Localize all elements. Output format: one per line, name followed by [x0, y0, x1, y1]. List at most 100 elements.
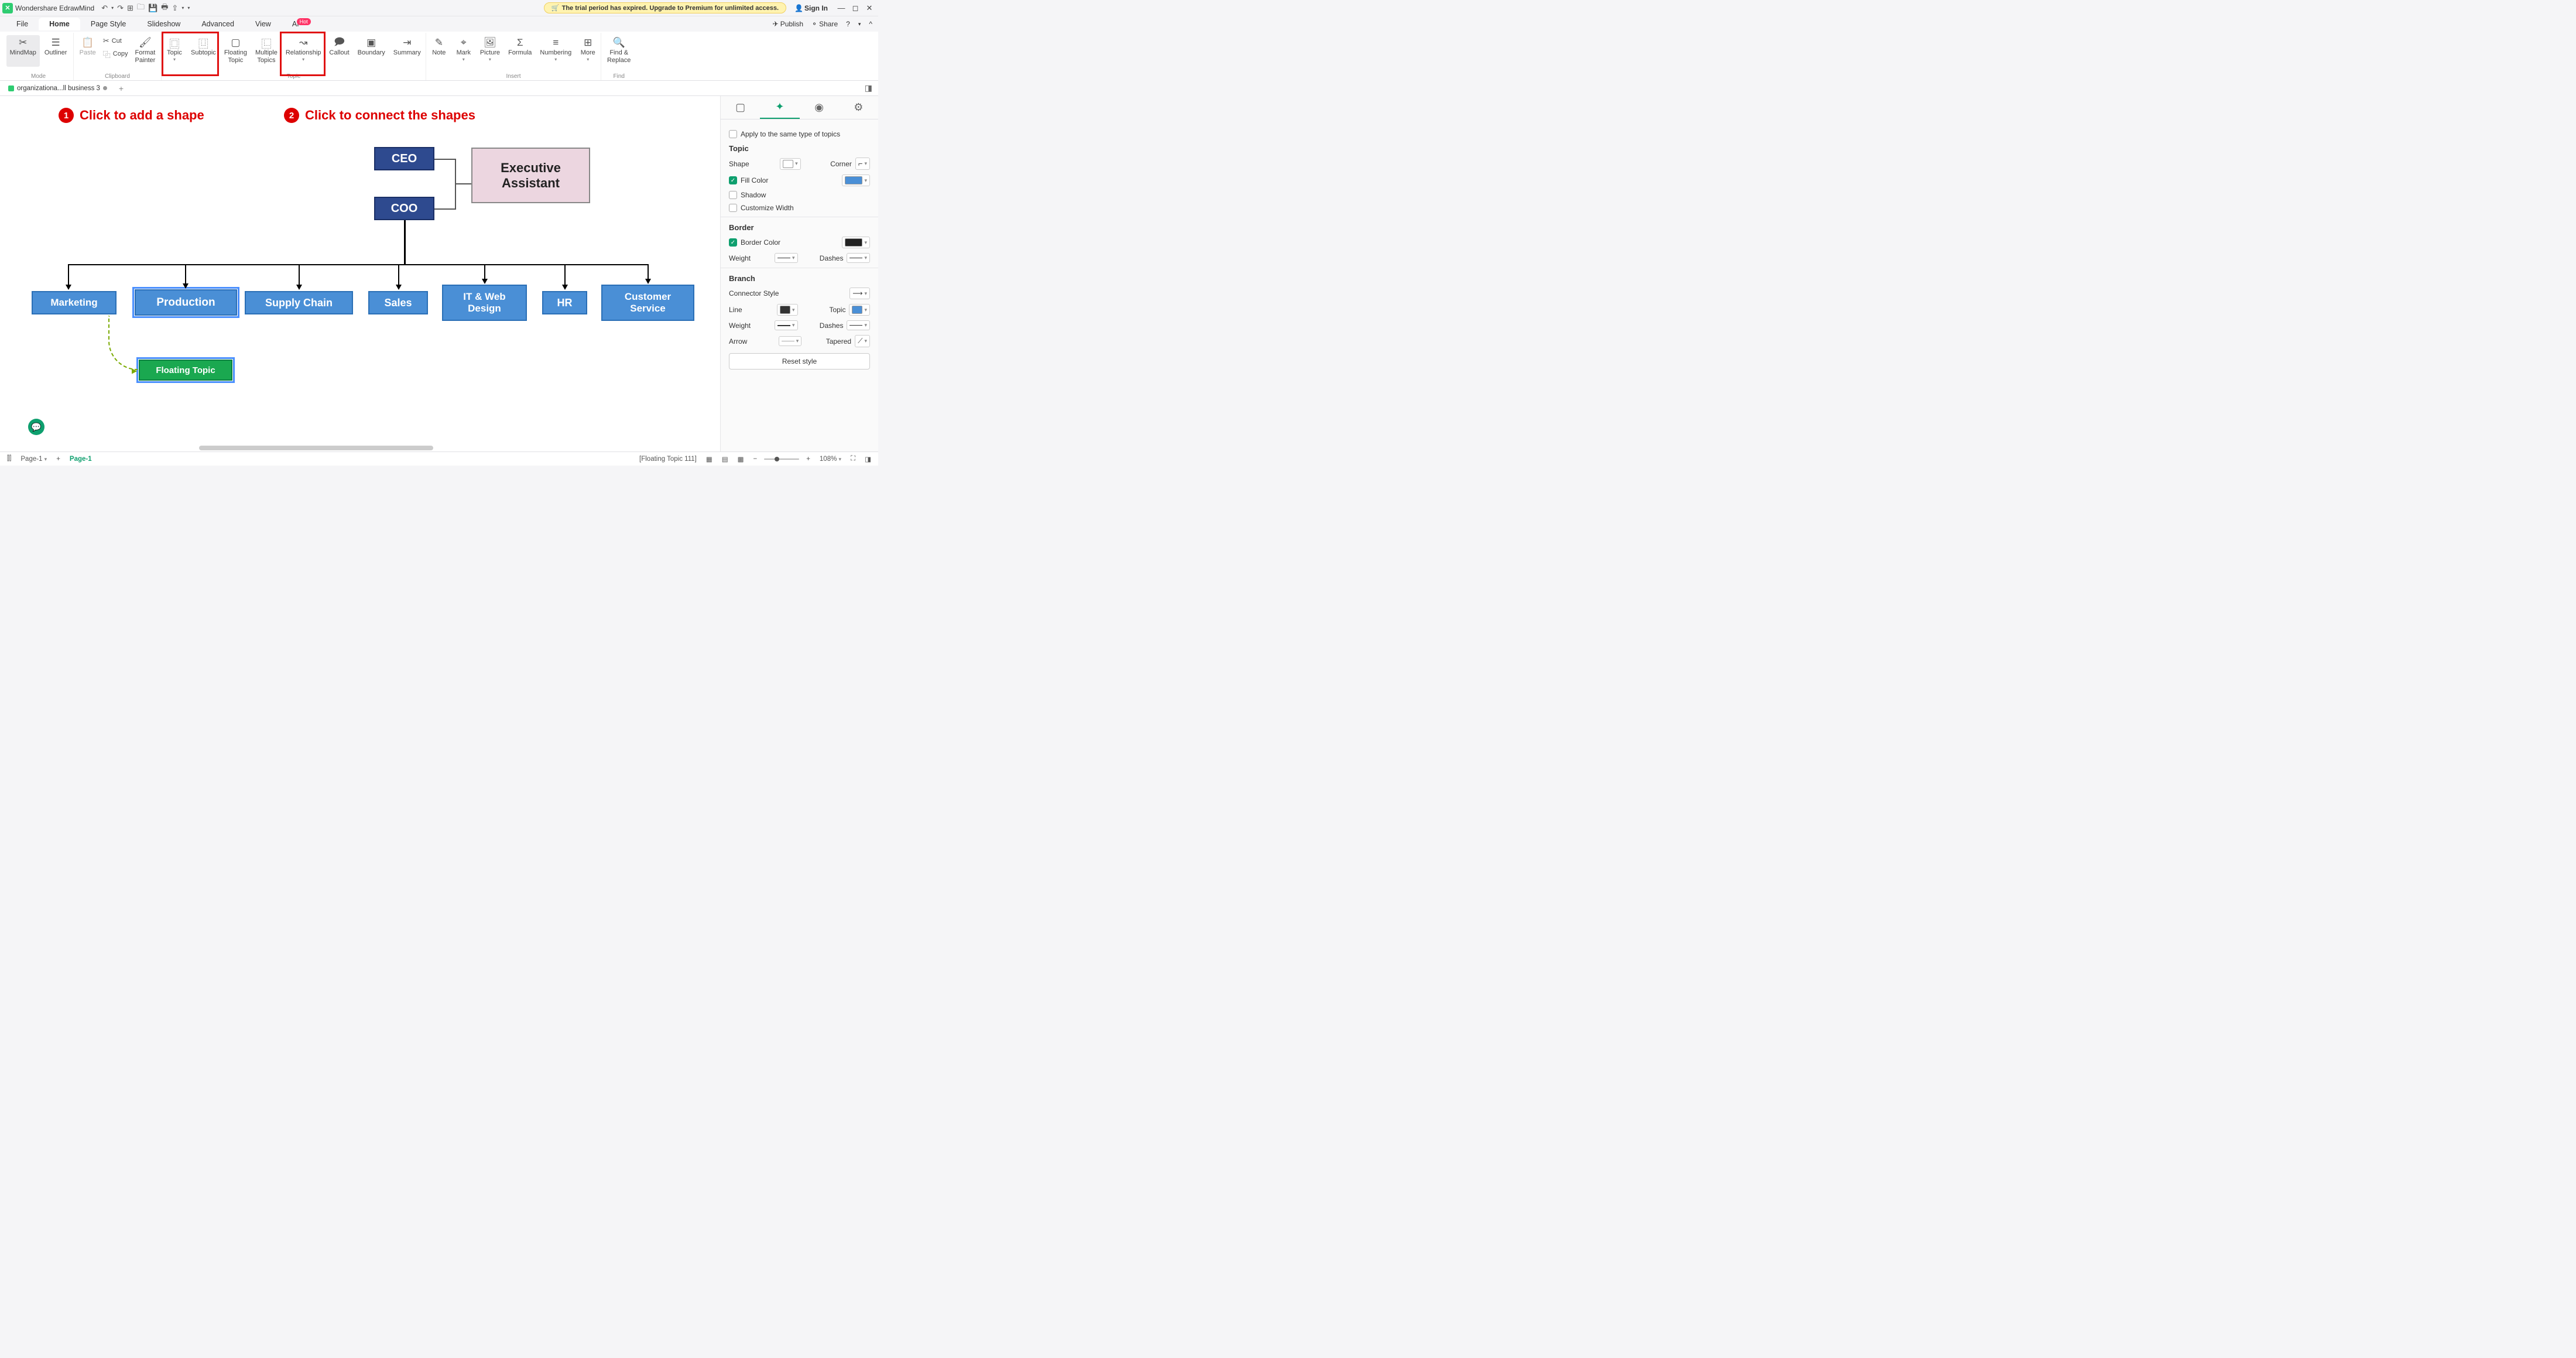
close-icon[interactable]: ✕ — [865, 4, 873, 13]
menu-home[interactable]: Home — [39, 18, 80, 30]
shadow-checkbox[interactable] — [729, 191, 737, 199]
corner-selector[interactable]: ⌐▾ — [855, 158, 870, 170]
add-tab-button[interactable]: + — [115, 84, 127, 93]
zoom-knob[interactable] — [775, 457, 779, 461]
print-icon[interactable]: 🖶 — [161, 2, 168, 15]
branch-topic-selector[interactable]: ▾ — [849, 304, 870, 316]
line-selector[interactable]: ▾ — [777, 304, 798, 316]
view-mode-2-icon[interactable]: ▤ — [720, 455, 731, 463]
undo-dropdown-icon[interactable]: ▾ — [111, 5, 114, 11]
border-dashes-selector[interactable]: ▾ — [847, 253, 870, 263]
help-fab-button[interactable]: 💬 — [28, 419, 44, 435]
rp-tab-settings[interactable]: ⚙ — [839, 96, 878, 119]
node-ceo[interactable]: CEO — [374, 147, 434, 170]
trial-banner[interactable]: 🛒 The trial period has expired. Upgrade … — [544, 2, 786, 13]
menu-advanced[interactable]: Advanced — [191, 18, 245, 30]
menu-slideshow[interactable]: Slideshow — [136, 18, 191, 30]
panel-right-icon[interactable]: ◨ — [862, 455, 873, 463]
maximize-icon[interactable]: ◻ — [851, 4, 859, 13]
node-production[interactable]: Production — [135, 289, 237, 316]
node-floating-topic[interactable]: Floating Topic — [139, 360, 232, 381]
node-hr[interactable]: HR — [542, 291, 587, 314]
copy-button[interactable]: ⿻Copy — [101, 47, 131, 61]
branch-dashes-selector[interactable]: ▾ — [847, 320, 870, 330]
topic-dropdown-icon[interactable]: ▾ — [173, 57, 176, 62]
node-it-web[interactable]: IT & Web Design — [442, 285, 527, 321]
mindmap-button[interactable]: ✂MindMap — [6, 35, 40, 67]
rp-tab-tag[interactable]: ◉ — [800, 96, 839, 119]
mark-button[interactable]: ⌖Mark▾ — [452, 35, 475, 67]
node-customer-service[interactable]: Customer Service — [601, 285, 694, 321]
zoom-in-button[interactable]: + — [804, 456, 813, 463]
branch-weight-selector[interactable]: ▾ — [775, 320, 798, 330]
find-replace-button[interactable]: 🔍Find & Replace — [604, 35, 634, 67]
undo-icon[interactable]: ↶ — [101, 4, 108, 13]
apply-same-checkbox[interactable] — [729, 130, 737, 138]
horizontal-scrollbar[interactable] — [199, 446, 433, 450]
page-dropdown[interactable]: Page-1 ▾ — [18, 456, 49, 463]
more-dropdown-icon[interactable]: ▾ — [587, 57, 589, 62]
save-icon[interactable]: 💾 — [148, 4, 157, 13]
export-dropdown-icon[interactable]: ▾ — [181, 5, 184, 11]
fit-screen-icon[interactable]: ⛶ — [848, 455, 858, 463]
new-icon[interactable]: ⊞ — [127, 4, 133, 13]
outliner-button[interactable]: ☰Outliner — [41, 35, 71, 67]
format-painter-button[interactable]: 🖌Format Painter — [131, 35, 159, 67]
menu-ai[interactable]: AIHot — [282, 18, 321, 30]
publish-button[interactable]: ✈ Publish — [773, 20, 803, 28]
numbering-button[interactable]: ≡Numbering▾ — [536, 35, 575, 67]
node-exec-asst[interactable]: Executive Assistant — [471, 148, 590, 203]
picture-dropdown-icon[interactable]: ▾ — [489, 57, 491, 62]
qat-more-icon[interactable]: ▾ — [187, 5, 190, 11]
share-button[interactable]: ⚬ Share — [811, 20, 838, 28]
formula-button[interactable]: ΣFormula — [505, 35, 535, 67]
topic-button[interactable]: ⿴Topic▾ — [163, 35, 186, 67]
menu-file[interactable]: File — [6, 18, 39, 30]
relationship-button[interactable]: ↝Relationship▾ — [282, 35, 325, 67]
relationship-dropdown-icon[interactable]: ▾ — [302, 57, 304, 62]
view-mode-3-icon[interactable]: ▩ — [735, 455, 746, 463]
node-coo[interactable]: COO — [374, 197, 434, 220]
export-icon[interactable]: ⇪ — [172, 4, 178, 13]
paste-button[interactable]: 📋Paste — [76, 35, 100, 67]
summary-button[interactable]: ⇥Summary — [390, 35, 424, 67]
menu-page-style[interactable]: Page Style — [80, 18, 136, 30]
reset-style-button[interactable]: Reset style — [729, 353, 870, 370]
rp-tab-style[interactable]: ✦ — [760, 96, 799, 119]
redo-icon[interactable]: ↷ — [117, 4, 124, 13]
callout-button[interactable]: 🗩Callout — [326, 35, 352, 67]
fill-color-checkbox[interactable]: ✓ — [729, 176, 737, 184]
canvas[interactable]: 1 Click to add a shape 2 Click to connec… — [0, 96, 720, 451]
view-mode-1-icon[interactable]: ▦ — [704, 455, 715, 463]
border-color-selector[interactable]: ▾ — [842, 237, 870, 248]
picture-button[interactable]: 🖼Picture▾ — [477, 35, 503, 67]
help-dropdown-icon[interactable]: ▾ — [858, 21, 861, 28]
signin-button[interactable]: 👤 Sign In — [794, 4, 828, 12]
open-icon[interactable]: 🗀 — [137, 2, 145, 15]
subtopic-button[interactable]: ⿶Subtopic — [187, 35, 220, 67]
border-color-checkbox[interactable]: ✓ — [729, 238, 737, 247]
menu-view[interactable]: View — [245, 18, 282, 30]
help-icon[interactable]: ? — [846, 20, 850, 28]
shape-selector[interactable]: ▾ — [780, 158, 801, 170]
connector-style-selector[interactable]: ⟶▾ — [849, 288, 870, 299]
zoom-value[interactable]: 108% ▾ — [817, 456, 844, 463]
border-weight-selector[interactable]: ▾ — [775, 253, 798, 263]
note-button[interactable]: ✎Note — [427, 35, 451, 67]
cut-button[interactable]: ✂Cut — [101, 35, 131, 47]
numbering-dropdown-icon[interactable]: ▾ — [554, 57, 557, 62]
custom-width-checkbox[interactable] — [729, 204, 737, 212]
panel-toggle-icon[interactable]: ◨ — [862, 83, 875, 93]
collapse-ribbon-icon[interactable]: ^ — [869, 20, 872, 28]
node-marketing[interactable]: Marketing — [32, 291, 117, 314]
rp-tab-layout[interactable]: ▢ — [721, 96, 760, 119]
more-button[interactable]: ⊞More▾ — [576, 35, 600, 67]
node-sales[interactable]: Sales — [368, 291, 428, 314]
mark-dropdown-icon[interactable]: ▾ — [463, 57, 465, 62]
multiple-topics-button[interactable]: ⿺Multiple Topics — [252, 35, 281, 67]
arrow-selector[interactable]: ▾ — [779, 336, 802, 346]
add-page-button[interactable]: + — [54, 456, 63, 463]
minimize-icon[interactable]: — — [837, 4, 845, 13]
fill-color-selector[interactable]: ▾ — [842, 175, 870, 186]
page-indicator[interactable]: Page-1 — [67, 456, 94, 463]
